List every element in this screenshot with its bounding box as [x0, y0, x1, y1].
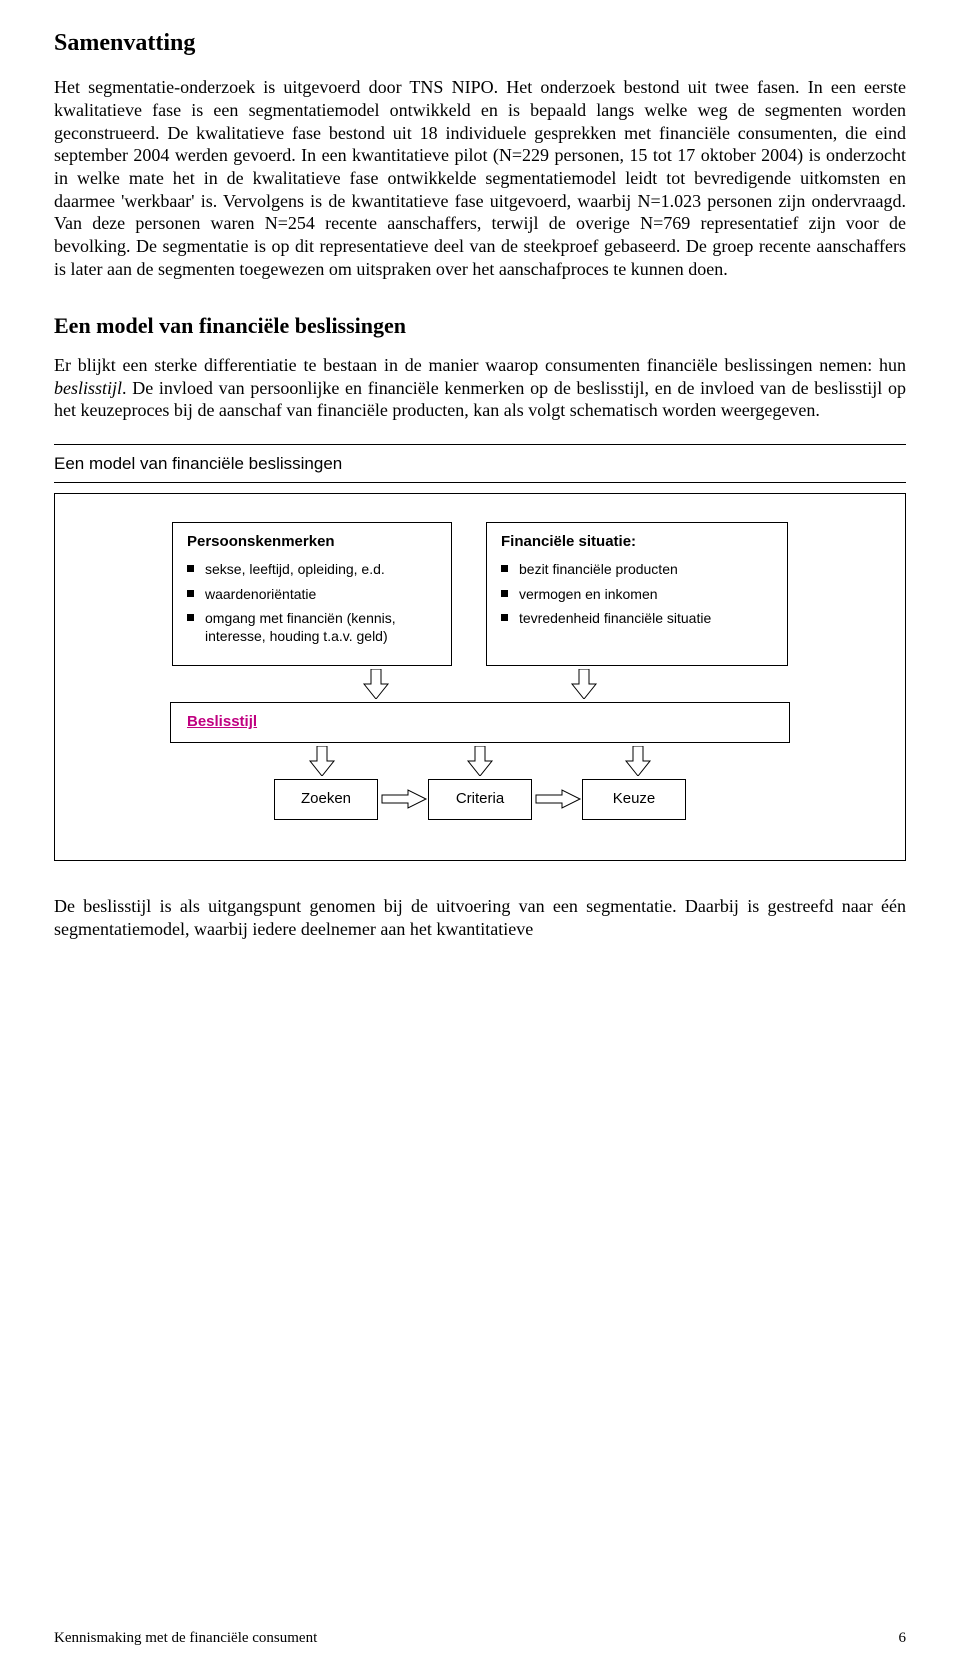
arrow-down-icon [466, 746, 494, 776]
arrow-down-icon [362, 669, 390, 699]
divider [54, 444, 906, 445]
arrow-right-icon [532, 789, 582, 809]
box-title: Financiële situatie: [501, 533, 773, 552]
model-intro-paragraph: Er blijkt een sterke differentiatie te b… [54, 354, 906, 422]
page-title: Samenvatting [54, 28, 906, 58]
list-item: bezit financiële producten [501, 560, 773, 578]
top-row: Persoonskenmerken sekse, leeftijd, oplei… [83, 522, 877, 666]
arrow-row [83, 666, 877, 702]
beslisstijl-label: Beslisstijl [187, 713, 257, 730]
zoeken-box: Zoeken [274, 779, 378, 820]
criteria-box: Criteria [428, 779, 532, 820]
diagram-container: Persoonskenmerken sekse, leeftijd, oplei… [54, 493, 906, 860]
closing-paragraph: De beslisstijl is als uitgangspunt genom… [54, 895, 906, 940]
arrow-right-icon [378, 789, 428, 809]
bullet-list: sekse, leeftijd, opleiding, e.d. waarden… [187, 560, 437, 645]
arrow-down-icon [308, 746, 336, 776]
keuze-box: Keuze [582, 779, 686, 820]
persoonskenmerken-box: Persoonskenmerken sekse, leeftijd, oplei… [172, 522, 452, 666]
text: Er blijkt een sterke differentiatie te b… [54, 355, 906, 375]
bottom-row: Zoeken Criteria Keuze [83, 779, 877, 820]
financiele-situatie-box: Financiële situatie: bezit financiële pr… [486, 522, 788, 666]
beslisstijl-box: Beslisstijl [170, 702, 790, 743]
figure-caption: Een model van financiële beslissingen [54, 453, 906, 474]
section-heading: Een model van financiële beslissingen [54, 312, 906, 340]
box-title: Persoonskenmerken [187, 533, 437, 552]
footer-left: Kennismaking met de financiële consument [54, 1629, 317, 1648]
list-item: tevredenheid financiële situatie [501, 609, 773, 627]
list-item: omgang met financiën (kennis, interesse,… [187, 609, 437, 645]
bullet-list: bezit financiële producten vermogen en i… [501, 560, 773, 627]
list-item: waardenoriëntatie [187, 585, 437, 603]
divider [54, 482, 906, 483]
list-item: vermogen en inkomen [501, 585, 773, 603]
summary-paragraph: Het segmentatie-onderzoek is uitgevoerd … [54, 76, 906, 280]
italic-term: beslisstijl [54, 378, 122, 398]
page-footer: Kennismaking met de financiële consument… [54, 1629, 906, 1648]
text: . De invloed van persoonlijke en financi… [54, 378, 906, 421]
footer-page-number: 6 [899, 1629, 907, 1648]
arrow-row [83, 743, 877, 779]
list-item: sekse, leeftijd, opleiding, e.d. [187, 560, 437, 578]
arrow-down-icon [570, 669, 598, 699]
arrow-down-icon [624, 746, 652, 776]
